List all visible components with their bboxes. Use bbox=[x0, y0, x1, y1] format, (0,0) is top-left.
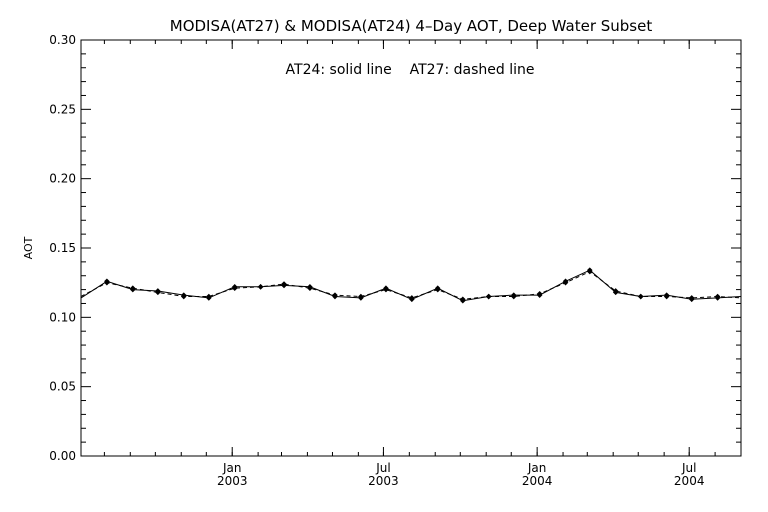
y-tick-label: 0.30 bbox=[49, 33, 76, 47]
data-point-dashed bbox=[586, 268, 593, 275]
x-tick-month-label: Jan bbox=[527, 461, 547, 475]
data-point-dashed bbox=[536, 290, 543, 297]
chart-title: MODISA(AT27) & MODISA(AT24) 4–Day AOT, D… bbox=[170, 17, 653, 35]
data-point-dashed bbox=[129, 285, 136, 292]
data-point-dashed bbox=[612, 288, 619, 294]
data-point-dashed bbox=[104, 279, 110, 286]
y-axis-label: AOT bbox=[22, 236, 35, 259]
y-tick-label: 0.25 bbox=[49, 102, 76, 116]
data-point-dashed bbox=[688, 295, 695, 301]
data-point-dashed bbox=[281, 281, 287, 287]
x-tick-year-label: 2004 bbox=[522, 474, 553, 488]
x-tick-month-label: Jul bbox=[375, 461, 390, 475]
line-style-annotation: AT24: solid line AT27: dashed line bbox=[286, 62, 535, 78]
data-point-dashed bbox=[637, 293, 644, 300]
data-point-dashed bbox=[231, 285, 238, 292]
data-point-dashed bbox=[358, 293, 364, 300]
data-point-dashed bbox=[206, 293, 212, 300]
plot-frame bbox=[80, 39, 742, 457]
data-point-dashed bbox=[714, 293, 721, 300]
x-tick-month-label: Jul bbox=[681, 461, 696, 475]
y-axis-ticks: 0.00 0.05 0.10 0.15 0.20 0.25 0.30 bbox=[49, 33, 741, 463]
data-point-dashed bbox=[485, 293, 492, 300]
series-layer bbox=[80, 267, 742, 304]
data-point-dashed bbox=[434, 286, 441, 293]
y-tick-label: 0.00 bbox=[49, 449, 76, 463]
data-point-dashed bbox=[562, 279, 569, 286]
data-point-dashed bbox=[510, 293, 517, 300]
data-point-dashed bbox=[307, 285, 313, 292]
series-line-dashed bbox=[80, 271, 742, 300]
y-tick-label: 0.20 bbox=[49, 172, 76, 186]
x-tick-year-label: 2003 bbox=[217, 474, 248, 488]
x-tick-year-label: 2003 bbox=[368, 474, 399, 488]
y-tick-label: 0.10 bbox=[49, 310, 76, 324]
data-point-dashed bbox=[180, 293, 187, 300]
x-tick-year-label: 2004 bbox=[674, 474, 705, 488]
data-point-dashed bbox=[409, 295, 415, 301]
data-point-dashed bbox=[383, 286, 389, 293]
data-point-dashed bbox=[332, 292, 338, 298]
data-point-dashed bbox=[257, 284, 264, 290]
data-point-dashed bbox=[155, 289, 161, 296]
data-point-dashed bbox=[663, 293, 670, 300]
y-tick-label: 0.05 bbox=[49, 380, 76, 394]
data-point-dashed bbox=[459, 296, 466, 303]
y-tick-label: 0.15 bbox=[49, 241, 76, 255]
x-tick-month-label: Jan bbox=[222, 461, 242, 475]
